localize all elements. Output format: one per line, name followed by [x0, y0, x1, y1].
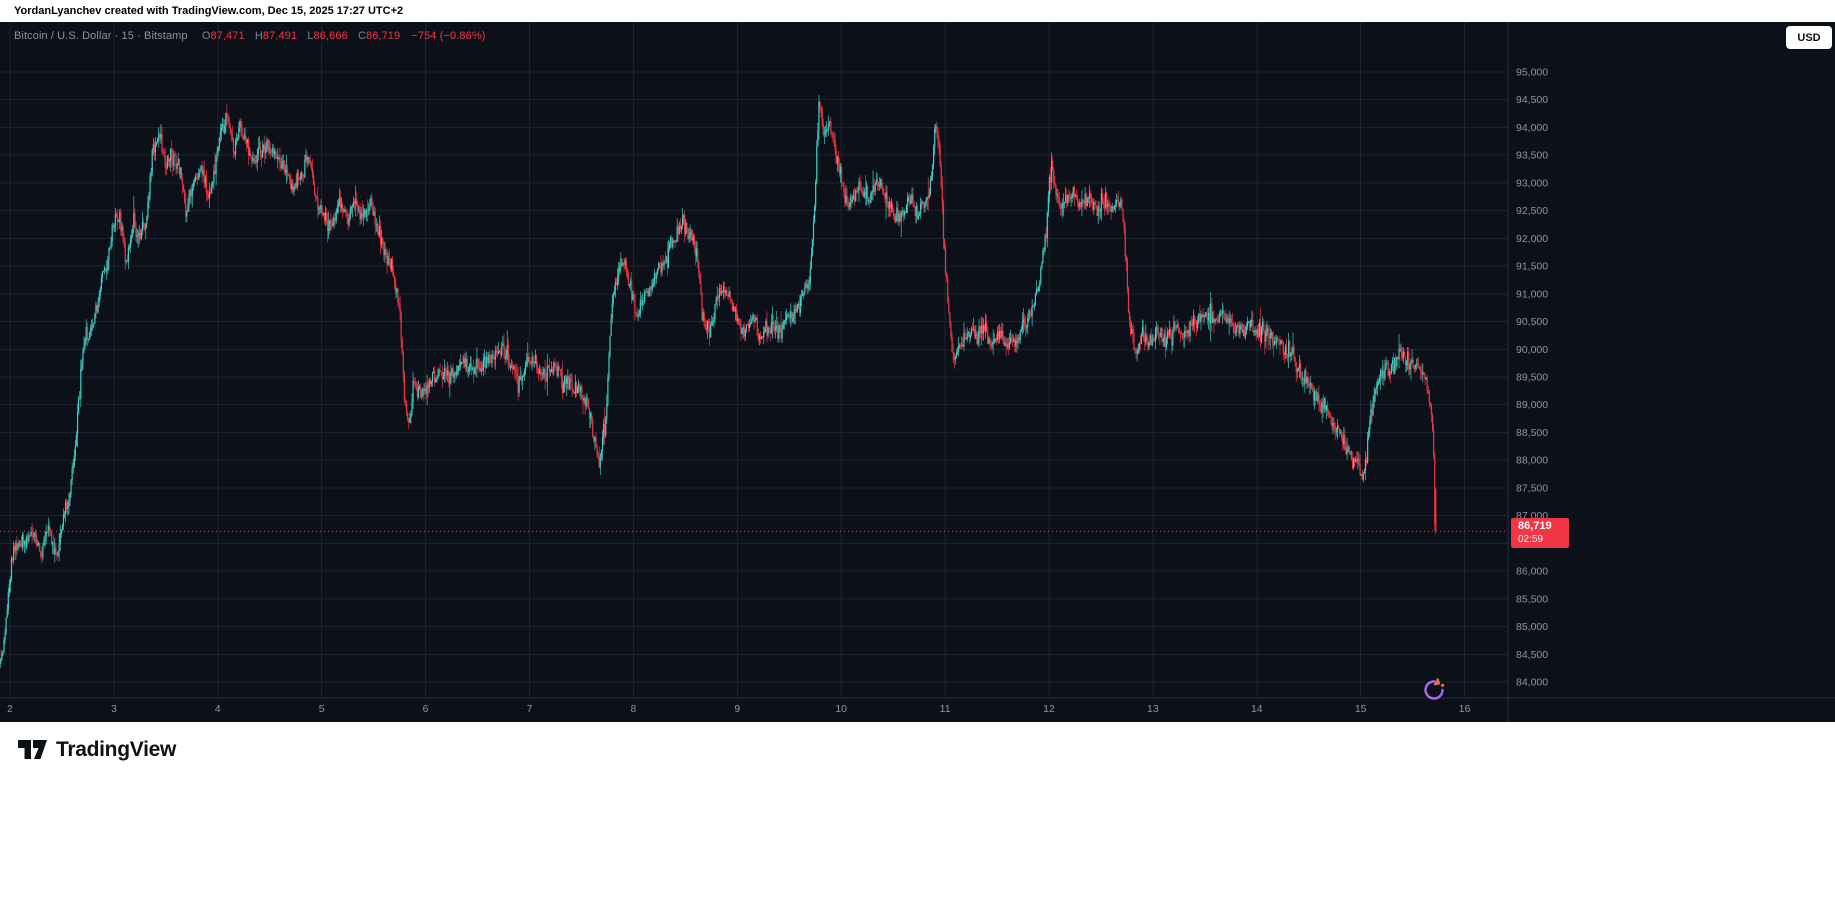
svg-text:16: 16	[1459, 703, 1471, 715]
svg-text:89,500: 89,500	[1516, 372, 1548, 384]
svg-text:2: 2	[7, 703, 13, 715]
attribution-bar: YordanLyanchev created with TradingView.…	[0, 0, 1835, 22]
svg-text:14: 14	[1251, 703, 1263, 715]
svg-text:5: 5	[319, 703, 325, 715]
svg-text:85,000: 85,000	[1516, 621, 1548, 633]
change-value: −754 (−0.86%)	[411, 30, 486, 42]
tradingview-logo-icon	[18, 740, 47, 759]
svg-text:8: 8	[630, 703, 636, 715]
last-price-badge: 86,719 02:59	[1511, 518, 1569, 548]
svg-text:92,000: 92,000	[1516, 233, 1548, 245]
svg-text:6: 6	[423, 703, 429, 715]
svg-text:95,000: 95,000	[1516, 67, 1548, 79]
svg-text:86,000: 86,000	[1516, 566, 1548, 578]
tradingview-brand[interactable]: TradingView	[0, 722, 200, 762]
candlestick-chart[interactable]: 95,000 94,500 94,000 93,500 93,000 92,500 92,0…	[0, 22, 1835, 722]
svg-text:12: 12	[1043, 703, 1055, 715]
footer: TradingView	[0, 722, 1835, 909]
open-label: O	[201, 30, 211, 42]
symbol-title[interactable]: Bitcoin / U.S. Dollar · 15 · Bitstamp	[14, 30, 188, 42]
svg-text:9: 9	[734, 703, 740, 715]
svg-text:10: 10	[835, 703, 847, 715]
time-axis[interactable]	[0, 698, 1508, 722]
svg-text:87,500: 87,500	[1516, 482, 1548, 494]
svg-text:4: 4	[215, 703, 221, 715]
svg-text:85,500: 85,500	[1516, 593, 1548, 605]
svg-text:91,500: 91,500	[1516, 261, 1548, 273]
close-label: C	[357, 30, 366, 42]
svg-text:15: 15	[1355, 703, 1367, 715]
svg-text:90,000: 90,000	[1516, 344, 1548, 356]
svg-text:7: 7	[527, 703, 533, 715]
bar-countdown: 02:59	[1518, 534, 1544, 545]
last-price: 86,719	[1518, 520, 1552, 532]
open-value: 87,471	[210, 30, 245, 42]
attribution-text: YordanLyanchev created with TradingView.…	[14, 5, 404, 17]
svg-text:94,500: 94,500	[1516, 94, 1548, 106]
currency-toggle-button[interactable]: USD	[1786, 26, 1832, 49]
svg-text:84,000: 84,000	[1516, 677, 1548, 689]
svg-text:91,000: 91,000	[1516, 288, 1548, 300]
low-label: L	[307, 30, 314, 42]
svg-text:3: 3	[111, 703, 117, 715]
svg-text:92,500: 92,500	[1516, 205, 1548, 217]
low-value: 86,666	[313, 30, 348, 42]
svg-text:13: 13	[1147, 703, 1159, 715]
svg-text:93,000: 93,000	[1516, 177, 1548, 189]
high-value: 87,491	[262, 30, 298, 42]
price-axis[interactable]	[1508, 22, 1835, 698]
svg-text:89,000: 89,000	[1516, 399, 1548, 411]
chart-area: 95,000 94,500 94,000 93,500 93,000 92,500 92,0…	[0, 22, 1835, 722]
svg-text:11: 11	[940, 703, 951, 715]
high-label: H	[254, 30, 263, 42]
tradingview-wordmark: TradingView	[56, 737, 177, 761]
svg-text:84,500: 84,500	[1516, 649, 1548, 661]
svg-text:93,500: 93,500	[1516, 150, 1548, 162]
symbol-legend[interactable]: Bitcoin / U.S. Dollar · 15 · Bitstamp O8…	[14, 30, 485, 42]
svg-text:94,000: 94,000	[1516, 122, 1548, 134]
svg-text:90,500: 90,500	[1516, 316, 1548, 328]
refresh-arrows-icon[interactable]	[1420, 676, 1448, 704]
svg-text:88,000: 88,000	[1516, 455, 1548, 467]
close-value: 86,719	[366, 30, 401, 42]
svg-text:88,500: 88,500	[1516, 427, 1548, 439]
svg-text:87,000: 87,000	[1516, 510, 1548, 522]
